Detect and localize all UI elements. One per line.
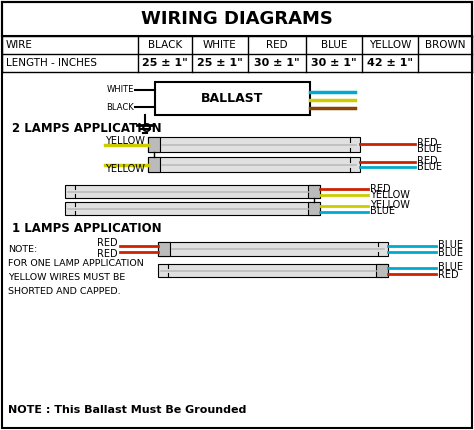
- Text: RED: RED: [97, 238, 118, 248]
- Text: BLUE: BLUE: [417, 162, 442, 172]
- Text: YELLOW: YELLOW: [370, 200, 410, 211]
- Text: WHITE: WHITE: [203, 40, 237, 50]
- Text: RED: RED: [266, 40, 288, 50]
- Text: BLUE: BLUE: [438, 248, 463, 258]
- Bar: [148, 137, 360, 152]
- Bar: [155, 82, 310, 115]
- Text: BLACK: BLACK: [148, 40, 182, 50]
- Text: BLUE: BLUE: [438, 261, 463, 271]
- Text: LENGTH - INCHES: LENGTH - INCHES: [6, 58, 97, 68]
- Bar: [65, 185, 320, 198]
- Text: BLUE: BLUE: [438, 240, 463, 250]
- Text: RED: RED: [417, 157, 438, 166]
- Bar: [148, 137, 160, 152]
- Text: YELLOW: YELLOW: [105, 135, 145, 145]
- Text: YELLOW: YELLOW: [105, 163, 145, 173]
- Text: 42 ± 1": 42 ± 1": [367, 58, 413, 68]
- Text: 30 ± 1": 30 ± 1": [311, 58, 357, 68]
- Text: NOTE : This Ballast Must Be Grounded: NOTE : This Ballast Must Be Grounded: [8, 405, 246, 415]
- Text: RED: RED: [97, 249, 118, 259]
- Text: 2 LAMPS APPLICATION: 2 LAMPS APPLICATION: [12, 122, 162, 135]
- Bar: [158, 242, 170, 256]
- Text: YELLOW: YELLOW: [369, 40, 411, 50]
- Text: RED: RED: [438, 270, 459, 280]
- Text: WIRE: WIRE: [6, 40, 33, 50]
- Text: BLUE: BLUE: [321, 40, 347, 50]
- Bar: [148, 157, 360, 172]
- Text: YELLOW: YELLOW: [370, 190, 410, 200]
- Text: 25 ± 1": 25 ± 1": [197, 58, 243, 68]
- Text: 1 LAMPS APPLICATION: 1 LAMPS APPLICATION: [12, 221, 162, 234]
- Text: BROWN: BROWN: [425, 40, 465, 50]
- Text: RED: RED: [370, 184, 391, 194]
- Text: NOTE:
FOR ONE LAMP APPLICATION
YELLOW WIRES MUST BE
SHORTED AND CAPPED.: NOTE: FOR ONE LAMP APPLICATION YELLOW WI…: [8, 245, 144, 296]
- Text: BLACK: BLACK: [106, 102, 134, 111]
- Bar: [158, 242, 388, 256]
- Bar: [65, 202, 320, 215]
- Bar: [376, 264, 388, 277]
- Text: 30 ± 1": 30 ± 1": [254, 58, 300, 68]
- Text: 25 ± 1": 25 ± 1": [142, 58, 188, 68]
- Text: BLUE: BLUE: [417, 144, 442, 154]
- Text: BLUE: BLUE: [370, 206, 395, 216]
- Bar: [148, 157, 160, 172]
- Bar: [308, 202, 320, 215]
- Bar: [158, 264, 388, 277]
- Text: BALLAST: BALLAST: [201, 92, 264, 105]
- Bar: [308, 185, 320, 198]
- Text: WHITE: WHITE: [107, 86, 134, 95]
- Text: RED: RED: [417, 138, 438, 148]
- Text: WIRING DIAGRAMS: WIRING DIAGRAMS: [141, 10, 333, 28]
